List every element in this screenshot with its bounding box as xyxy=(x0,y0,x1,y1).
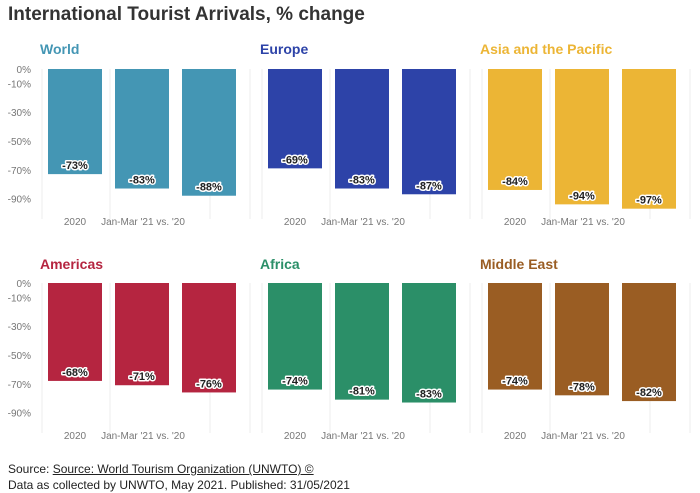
panel-title: Europe xyxy=(260,41,308,57)
bar xyxy=(182,283,236,393)
data-label: -87% xyxy=(416,180,442,192)
bar xyxy=(402,283,456,403)
y-tick-label: 0% xyxy=(17,65,32,76)
y-tick-label: 0% xyxy=(17,279,32,290)
data-label: -88% xyxy=(196,182,222,194)
x-tick-label: Jan-Mar '21 vs. '20 xyxy=(101,431,185,442)
bar xyxy=(268,283,322,390)
data-label: -73% xyxy=(62,160,88,172)
bar xyxy=(48,283,102,381)
x-tick-label: 2020 xyxy=(64,217,87,228)
chart-panel-asia-and-the-pacific: Asia and the Pacific -84% -94% -97% 2020 Jan-… xyxy=(480,41,691,228)
chart-panel-world: World 0% -10% -30% -50% -70% -90% -73% -83% -88% 2… xyxy=(8,41,251,228)
page-title: International Tourist Arrivals, % change xyxy=(8,4,365,25)
x-tick-label: Jan-Mar '21 vs. '20 xyxy=(541,217,625,228)
y-tick-label: -10% xyxy=(8,79,31,90)
data-label: -74% xyxy=(282,376,308,388)
y-tick-label: -10% xyxy=(8,293,31,304)
data-label: -94% xyxy=(569,190,595,202)
bar xyxy=(622,283,676,402)
data-label: -83% xyxy=(349,175,375,187)
data-label: -74% xyxy=(502,376,528,388)
bar xyxy=(622,69,676,209)
y-tick-label: -50% xyxy=(8,351,31,362)
data-label: -69% xyxy=(282,154,308,166)
panel-title: Middle East xyxy=(480,256,558,272)
bar xyxy=(268,69,322,169)
bar xyxy=(48,69,102,175)
panel-title: Asia and the Pacific xyxy=(480,41,612,57)
x-tick-label: 2020 xyxy=(504,217,527,228)
panel-title: Americas xyxy=(40,256,103,272)
x-tick-label: Jan-Mar '21 vs. '20 xyxy=(101,217,185,228)
source-line: Source: Source: World Tourism Organizati… xyxy=(8,461,350,477)
bar xyxy=(335,69,389,189)
data-note: Data as collected by UNWTO, May 2021. Pu… xyxy=(8,478,350,492)
bar xyxy=(115,69,169,189)
footer: Source: Source: World Tourism Organizati… xyxy=(8,461,350,493)
y-tick-label: -30% xyxy=(8,108,31,119)
chart-panel-africa: Africa -74% -81% -83% 2020 Jan-Mar '21 vs. '2… xyxy=(260,256,471,442)
x-tick-label: 2020 xyxy=(504,431,527,442)
y-tick-label: -90% xyxy=(8,409,31,420)
bar xyxy=(555,69,609,205)
x-tick-label: 2020 xyxy=(284,217,307,228)
data-label: -83% xyxy=(416,389,442,401)
x-tick-label: Jan-Mar '21 vs. '20 xyxy=(321,217,405,228)
data-label: -76% xyxy=(196,378,222,390)
data-label: -97% xyxy=(636,195,662,207)
data-label: -68% xyxy=(62,367,88,379)
bar xyxy=(402,69,456,195)
y-tick-label: -70% xyxy=(8,380,31,391)
y-tick-label: -70% xyxy=(8,166,31,177)
source-link[interactable]: Source: World Tourism Organization (UNWT… xyxy=(52,462,314,476)
data-label: -83% xyxy=(129,175,155,187)
data-label: -82% xyxy=(636,387,662,399)
bar xyxy=(488,283,542,390)
data-label: -84% xyxy=(502,176,528,188)
chart-panel-americas: Americas 0% -10% -30% -50% -70% -90% -68% -71% -7… xyxy=(8,256,251,442)
x-tick-label: 2020 xyxy=(64,431,87,442)
bar xyxy=(555,283,609,396)
bar xyxy=(335,283,389,400)
data-label: -71% xyxy=(129,371,155,383)
panel-title: World xyxy=(40,41,79,57)
data-label: -78% xyxy=(569,381,595,393)
bar xyxy=(115,283,169,386)
y-tick-label: -50% xyxy=(8,137,31,148)
chart-panel-middle-east: Middle East -74% -78% -82% 2020 Jan-Mar '21 v… xyxy=(480,256,691,442)
panel-title: Africa xyxy=(260,256,300,272)
y-tick-label: -90% xyxy=(8,195,31,206)
bar xyxy=(488,69,542,190)
y-tick-label: -30% xyxy=(8,322,31,333)
chart-panel-europe: Europe -69% -83% -87% 2020 Jan-Mar '21 vs. '2… xyxy=(260,41,471,228)
source-prefix: Source: xyxy=(8,462,53,476)
x-tick-label: 2020 xyxy=(284,431,307,442)
x-tick-label: Jan-Mar '21 vs. '20 xyxy=(321,431,405,442)
x-tick-label: Jan-Mar '21 vs. '20 xyxy=(541,431,625,442)
data-label: -81% xyxy=(349,386,375,398)
bar xyxy=(182,69,236,196)
